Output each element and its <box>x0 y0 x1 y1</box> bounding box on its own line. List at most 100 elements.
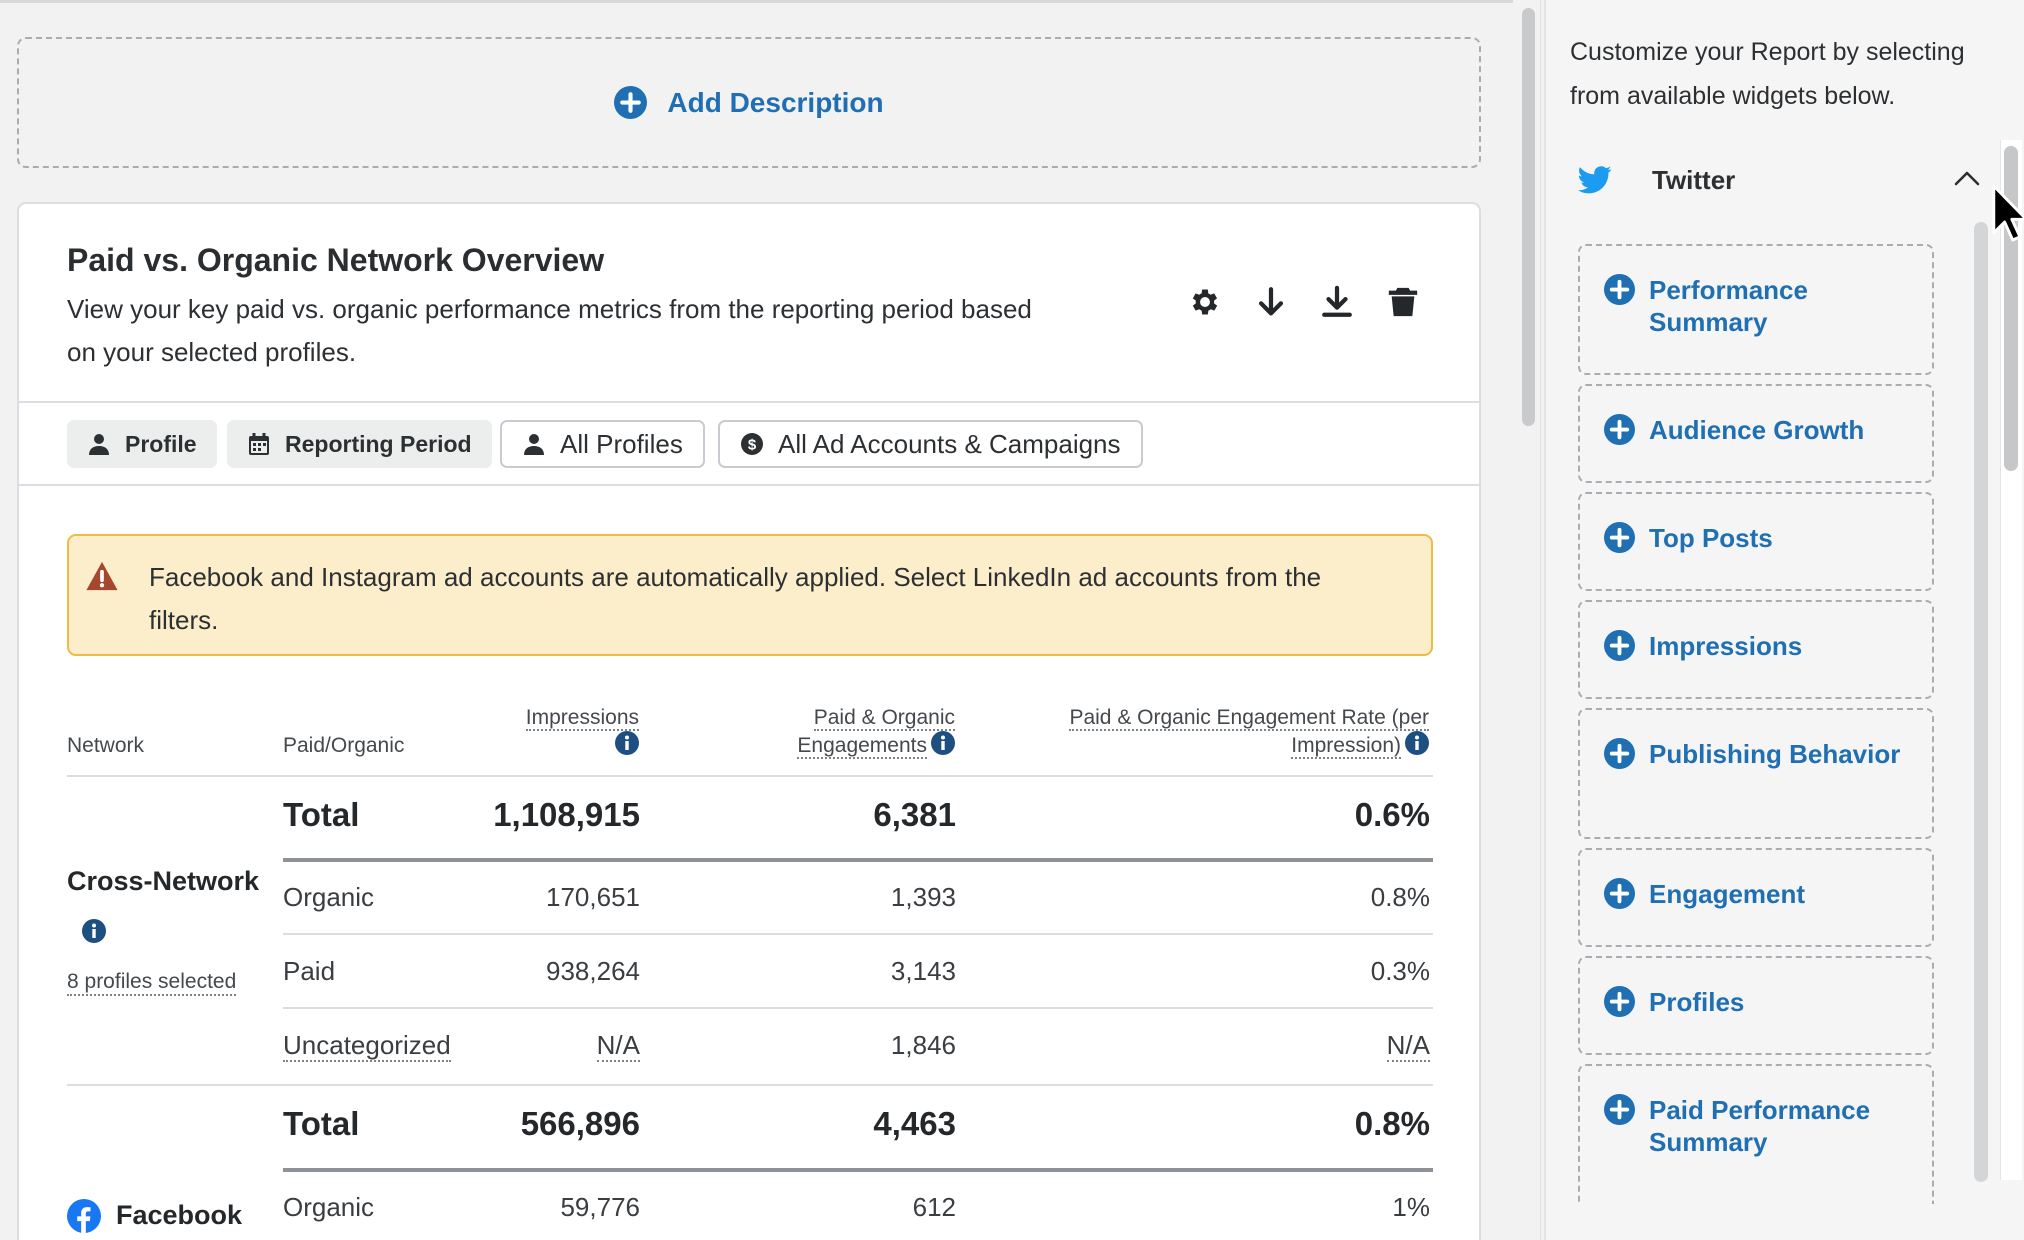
download-icon <box>1322 285 1352 317</box>
row-impressions: 59,776 <box>560 1192 640 1222</box>
info-icon[interactable] <box>82 919 106 943</box>
widget-publishing-behavior[interactable]: Publishing Behavior <box>1578 708 1934 839</box>
row-divider <box>283 1007 1433 1009</box>
total-divider <box>283 858 1433 862</box>
info-alert-banner: Facebook and Instagram ad accounts are a… <box>67 534 1433 656</box>
plus-circle-icon <box>1604 630 1635 661</box>
all-profiles-dropdown[interactable]: All Profiles <box>500 420 705 468</box>
all-profiles-label: All Profiles <box>560 428 683 459</box>
settings-button[interactable] <box>1187 284 1223 320</box>
row-label-uncategorized[interactable]: Uncategorized <box>283 1030 451 1062</box>
plus-circle-icon <box>1604 414 1635 445</box>
total-engagements: 6,381 <box>873 796 956 833</box>
total-divider <box>283 1168 1433 1172</box>
network-name-cross-network: Cross-Network <box>67 866 260 896</box>
svg-text:$: $ <box>748 437 757 454</box>
row-rate[interactable]: N/A <box>1386 1030 1430 1062</box>
col-header-impressions[interactable]: Impressions <box>525 704 639 759</box>
row-rate: 1% <box>1392 1192 1430 1222</box>
calendar-icon <box>249 433 269 455</box>
widget-label: Publishing Behavior <box>1649 739 1901 769</box>
row-rate: 0.3% <box>1370 956 1430 986</box>
widget-audience-growth[interactable]: Audience Growth <box>1578 384 1934 483</box>
reporting-period-chip[interactable]: Reporting Period <box>227 420 492 468</box>
total-engagements: 4,463 <box>873 1105 956 1142</box>
dollar-circle-icon: $ <box>741 433 763 455</box>
widget-label: Profiles <box>1649 987 1745 1017</box>
info-icon <box>1405 731 1429 755</box>
header-divider <box>67 775 1433 777</box>
card-header: Paid vs. Organic Network Overview View y… <box>19 204 1479 403</box>
widget-impressions[interactable]: Impressions <box>1578 600 1934 699</box>
uncategorized-label: Uncategorized <box>283 1030 451 1062</box>
widget-performance-summary[interactable]: Performance Summary <box>1578 244 1934 375</box>
widget-paid-performance-summary[interactable]: Paid Performance Summary <box>1578 1064 1934 1204</box>
na-value: N/A <box>1386 1030 1430 1062</box>
plus-circle-icon <box>1604 1094 1635 1125</box>
col-header-paid-organic: Paid/Organic <box>283 734 405 757</box>
facebook-icon <box>67 1199 101 1233</box>
panel-divider <box>1544 0 1546 1240</box>
filter-bar: Profile Reporting Period All Profiles $ … <box>19 403 1479 486</box>
warning-icon <box>86 561 118 591</box>
network-name-facebook: Facebook <box>116 1200 243 1230</box>
user-icon <box>89 434 109 455</box>
row-impressions[interactable]: N/A <box>596 1030 640 1062</box>
na-value: N/A <box>596 1030 640 1062</box>
plus-circle-icon <box>1604 274 1635 305</box>
plus-circle-icon <box>614 86 648 119</box>
widget-label: Paid Performance Summary <box>1649 1095 1871 1157</box>
row-engagements: 3,143 <box>890 956 956 986</box>
arrow-down-icon <box>1258 287 1284 316</box>
rate-header-line1: Paid & Organic Engagement Rate (per <box>1069 706 1429 731</box>
row-label: Organic <box>283 1192 375 1222</box>
impressions-header-label: Impressions <box>525 706 639 731</box>
widget-engagement[interactable]: Engagement <box>1578 848 1934 947</box>
row-divider <box>283 933 1433 935</box>
engagements-header-line2: Engagements <box>797 734 927 759</box>
reporting-period-label: Reporting Period <box>285 430 472 457</box>
delete-button[interactable] <box>1385 284 1421 320</box>
row-impressions: 938,264 <box>546 956 640 986</box>
profile-filter-chip[interactable]: Profile <box>67 420 217 468</box>
main-scrollbar-thumb[interactable] <box>1522 8 1535 426</box>
widget-label: Performance Summary <box>1649 275 1808 337</box>
widget-list-scrollbar[interactable] <box>1974 222 1988 1182</box>
engagements-header-line1: Paid & Organic <box>813 706 955 731</box>
ad-accounts-dropdown[interactable]: $ All Ad Accounts & Campaigns <box>718 420 1143 468</box>
total-label: Total <box>283 1105 360 1142</box>
twitter-section-toggle[interactable]: Twitter <box>1578 156 1990 204</box>
add-description-button[interactable]: Add Description <box>17 37 1481 168</box>
card-actions <box>1187 284 1421 320</box>
add-description-label: Add Description <box>667 86 884 118</box>
chevron-up-icon <box>1954 171 1980 186</box>
row-impressions: 170,651 <box>546 882 640 912</box>
widget-profiles[interactable]: Profiles <box>1578 956 1934 1055</box>
widget-label: Engagement <box>1649 879 1806 909</box>
plus-circle-icon <box>1604 522 1635 553</box>
widgets-panel: Customize your Report by selecting from … <box>1546 0 2024 1240</box>
widget-label: Impressions <box>1649 631 1803 661</box>
total-rate: 0.6% <box>1354 796 1430 833</box>
report-widget-card: Paid vs. Organic Network Overview View y… <box>17 202 1481 1240</box>
widget-label: Audience Growth <box>1649 415 1865 445</box>
col-header-engagement-rate[interactable]: Paid & Organic Engagement Rate (per Impr… <box>1069 704 1429 759</box>
plus-circle-icon <box>1604 878 1635 909</box>
move-down-button[interactable] <box>1253 284 1289 320</box>
row-engagements: 1,393 <box>890 882 956 912</box>
panel-intro-text: Customize your Report by selecting from … <box>1570 38 1965 110</box>
widget-top-posts[interactable]: Top Posts <box>1578 492 1934 591</box>
profiles-selected-link[interactable]: 8 profiles selected <box>67 970 237 996</box>
row-label: Organic <box>283 882 375 912</box>
profile-filter-label: Profile <box>125 430 197 457</box>
col-header-network: Network <box>67 734 145 757</box>
row-engagements: 1,846 <box>890 1030 956 1060</box>
total-impressions: 1,108,915 <box>493 796 640 833</box>
user-icon <box>524 434 544 455</box>
total-impressions: 566,896 <box>520 1105 640 1142</box>
row-label: Paid <box>283 956 336 986</box>
col-header-engagements[interactable]: Paid & Organic Engagements <box>797 704 955 759</box>
total-rate: 0.8% <box>1354 1105 1430 1142</box>
twitter-icon <box>1578 166 1612 194</box>
download-button[interactable] <box>1319 284 1355 320</box>
